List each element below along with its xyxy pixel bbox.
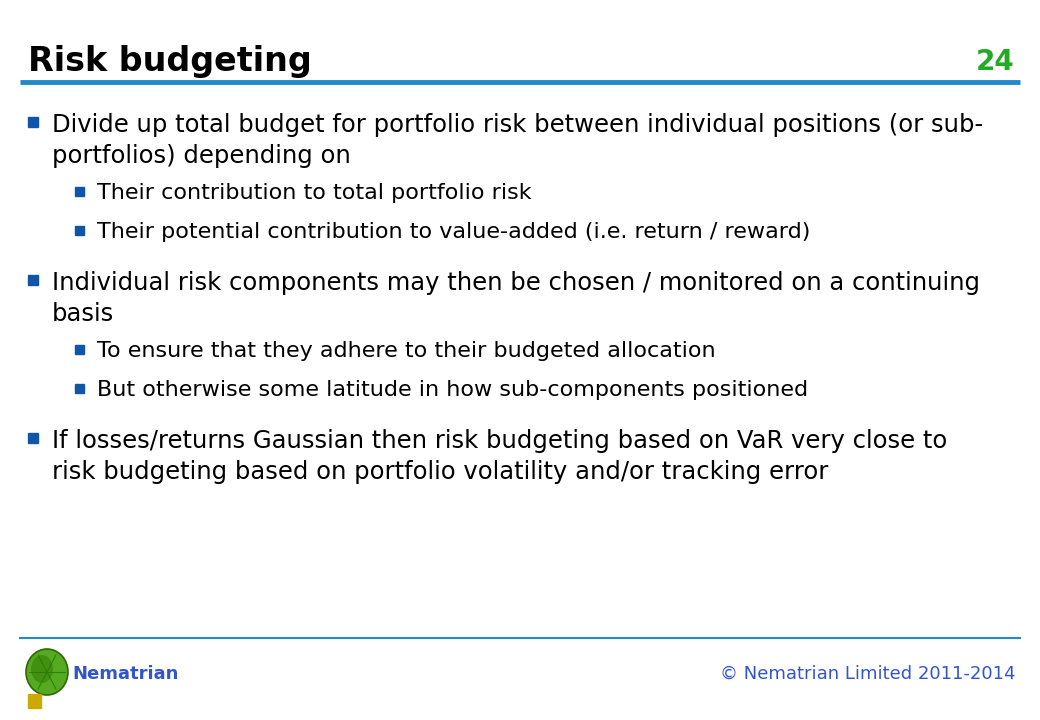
- Text: Risk budgeting: Risk budgeting: [28, 45, 312, 78]
- Bar: [28, 694, 41, 708]
- Text: 24: 24: [977, 48, 1015, 76]
- Text: But otherwise some latitude in how sub-components positioned: But otherwise some latitude in how sub-c…: [97, 380, 808, 400]
- Bar: [75, 345, 84, 354]
- Bar: [28, 433, 38, 443]
- Text: Their contribution to total portfolio risk: Their contribution to total portfolio ri…: [97, 183, 531, 203]
- Bar: [28, 117, 38, 127]
- Text: To ensure that they adhere to their budgeted allocation: To ensure that they adhere to their budg…: [97, 341, 716, 361]
- Bar: [28, 275, 38, 285]
- Bar: [75, 187, 84, 196]
- Text: Individual risk components may then be chosen / monitored on a continuing
basis: Individual risk components may then be c…: [52, 271, 980, 325]
- Text: Their potential contribution to value-added (i.e. return / reward): Their potential contribution to value-ad…: [97, 222, 810, 242]
- Text: © Nematrian Limited 2011-2014: © Nematrian Limited 2011-2014: [720, 665, 1015, 683]
- Bar: [75, 384, 84, 393]
- Ellipse shape: [26, 649, 68, 695]
- Ellipse shape: [31, 655, 53, 683]
- Bar: [75, 226, 84, 235]
- Text: If losses/returns Gaussian then risk budgeting based on VaR very close to
risk b: If losses/returns Gaussian then risk bud…: [52, 429, 947, 484]
- Text: Divide up total budget for portfolio risk between individual positions (or sub-
: Divide up total budget for portfolio ris…: [52, 113, 983, 168]
- Text: Nematrian: Nematrian: [72, 665, 179, 683]
